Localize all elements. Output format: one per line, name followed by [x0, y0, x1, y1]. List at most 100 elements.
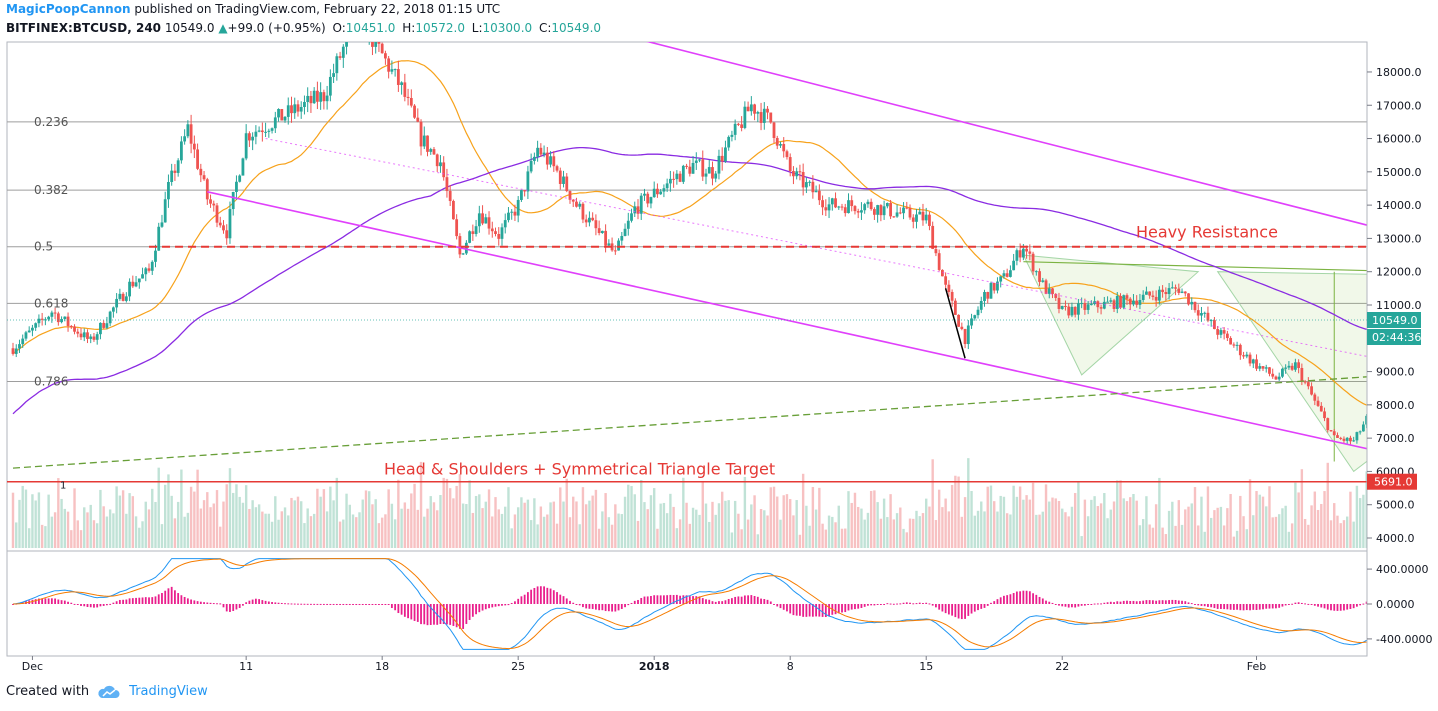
candle-body	[1034, 271, 1038, 273]
tradingview-brand[interactable]: TradingView	[129, 684, 208, 699]
macd-histogram-bar	[1045, 600, 1047, 604]
volume-bar	[342, 519, 345, 548]
candle-body	[147, 268, 151, 271]
volume-bar	[108, 509, 112, 548]
candle-body	[173, 170, 177, 173]
macd-histogram-bar	[760, 598, 762, 604]
volume-bar	[529, 520, 533, 548]
candle-body	[694, 160, 698, 163]
candle-body	[316, 90, 319, 102]
volume-bar	[144, 501, 147, 548]
candle-body	[1005, 273, 1009, 277]
author-name[interactable]: MagicPoopCannon	[6, 2, 131, 16]
macd-histogram-bar	[922, 603, 924, 605]
candle-body	[1430, 390, 1433, 395]
candle-body	[494, 231, 497, 234]
candle-body	[192, 143, 196, 150]
volume-bar	[1274, 516, 1278, 548]
volume-bar	[565, 478, 568, 548]
macd-histogram-bar	[1003, 595, 1005, 604]
macd-histogram-bar	[714, 601, 717, 604]
volume-bar	[1245, 529, 1249, 548]
candle-body	[393, 69, 397, 71]
volume-bar	[1083, 499, 1087, 548]
volume-bar	[1349, 491, 1352, 548]
macd-histogram-bar	[595, 604, 597, 610]
volume-bar	[827, 515, 831, 548]
candle-body	[348, 31, 351, 37]
volume-bar	[1129, 497, 1132, 548]
candle-body	[202, 175, 206, 180]
candle-body	[228, 209, 232, 239]
candle-body	[186, 124, 190, 137]
candle-body	[1070, 306, 1074, 316]
volume-bar	[542, 516, 546, 548]
volume-bar	[426, 508, 429, 548]
volume-bar	[1031, 482, 1035, 548]
symbol[interactable]: BITFINEX:BTCUSD, 240	[6, 21, 162, 35]
candle-body	[338, 56, 342, 58]
price-change: +99.0 (+0.95%)	[227, 21, 326, 35]
volume-bar	[1258, 494, 1261, 548]
macd-histogram-bar	[617, 604, 620, 611]
candle-body	[1358, 431, 1362, 433]
x-tick-label: 18	[375, 660, 389, 673]
candle-body	[377, 42, 381, 44]
macd-histogram-bar	[1262, 604, 1264, 610]
candle-body	[840, 206, 844, 208]
volume-bar	[983, 511, 986, 548]
candle-body	[167, 182, 170, 200]
candle-body	[947, 284, 951, 292]
macd-histogram-bar	[601, 604, 604, 611]
macd-histogram-bar	[109, 603, 112, 605]
support-trend-line	[12, 376, 1367, 469]
macd-histogram-bar	[212, 603, 215, 605]
volume-bar	[976, 510, 980, 548]
volume-bar	[209, 507, 212, 548]
candle-body	[918, 211, 922, 215]
candle-body	[1245, 354, 1249, 357]
candle-body	[1106, 301, 1109, 303]
volume-bar	[206, 492, 209, 548]
candle-body	[701, 159, 705, 177]
candle-body	[413, 105, 416, 118]
macd-histogram-bar	[319, 603, 322, 605]
candle-body	[902, 207, 905, 214]
y-tick-label: 9000.0	[1376, 366, 1415, 379]
volume-bar	[860, 508, 863, 548]
volume-bar	[115, 486, 118, 548]
candle-body	[76, 331, 80, 334]
macd-histogram-bar	[468, 604, 471, 620]
volume-bar	[1242, 516, 1245, 548]
macd-histogram-bar	[144, 597, 147, 604]
volume-bar	[1109, 509, 1112, 548]
macd-histogram-bar	[455, 604, 458, 628]
low-label: L:	[471, 21, 483, 35]
candle-body	[1009, 270, 1012, 277]
volume-bar	[1048, 501, 1051, 548]
candle-body	[895, 212, 899, 217]
candle-body	[445, 177, 449, 192]
candle-body	[345, 42, 348, 47]
volume-bar	[1339, 523, 1342, 548]
macd-histogram-bar	[290, 603, 293, 605]
open-label: O:	[332, 21, 346, 35]
candle-body	[992, 283, 996, 291]
candle-body	[235, 181, 238, 192]
macd-histogram-bar	[931, 604, 934, 606]
macd-histogram-bar	[708, 599, 711, 604]
candle-body	[1206, 312, 1210, 321]
candle-body	[821, 200, 824, 208]
candle-body	[743, 106, 747, 128]
macd-histogram-bar	[986, 604, 989, 606]
candle-body	[730, 134, 734, 137]
candle-body	[1404, 392, 1407, 399]
volume-bar	[795, 500, 798, 548]
volume-bar	[1141, 519, 1145, 548]
y-tick-label: 8000.0	[1376, 399, 1415, 412]
macd-histogram-bar	[753, 595, 756, 604]
candle-body	[724, 147, 727, 162]
candle-body	[1332, 431, 1336, 436]
y-tick-label: 4000.0	[1376, 532, 1415, 545]
